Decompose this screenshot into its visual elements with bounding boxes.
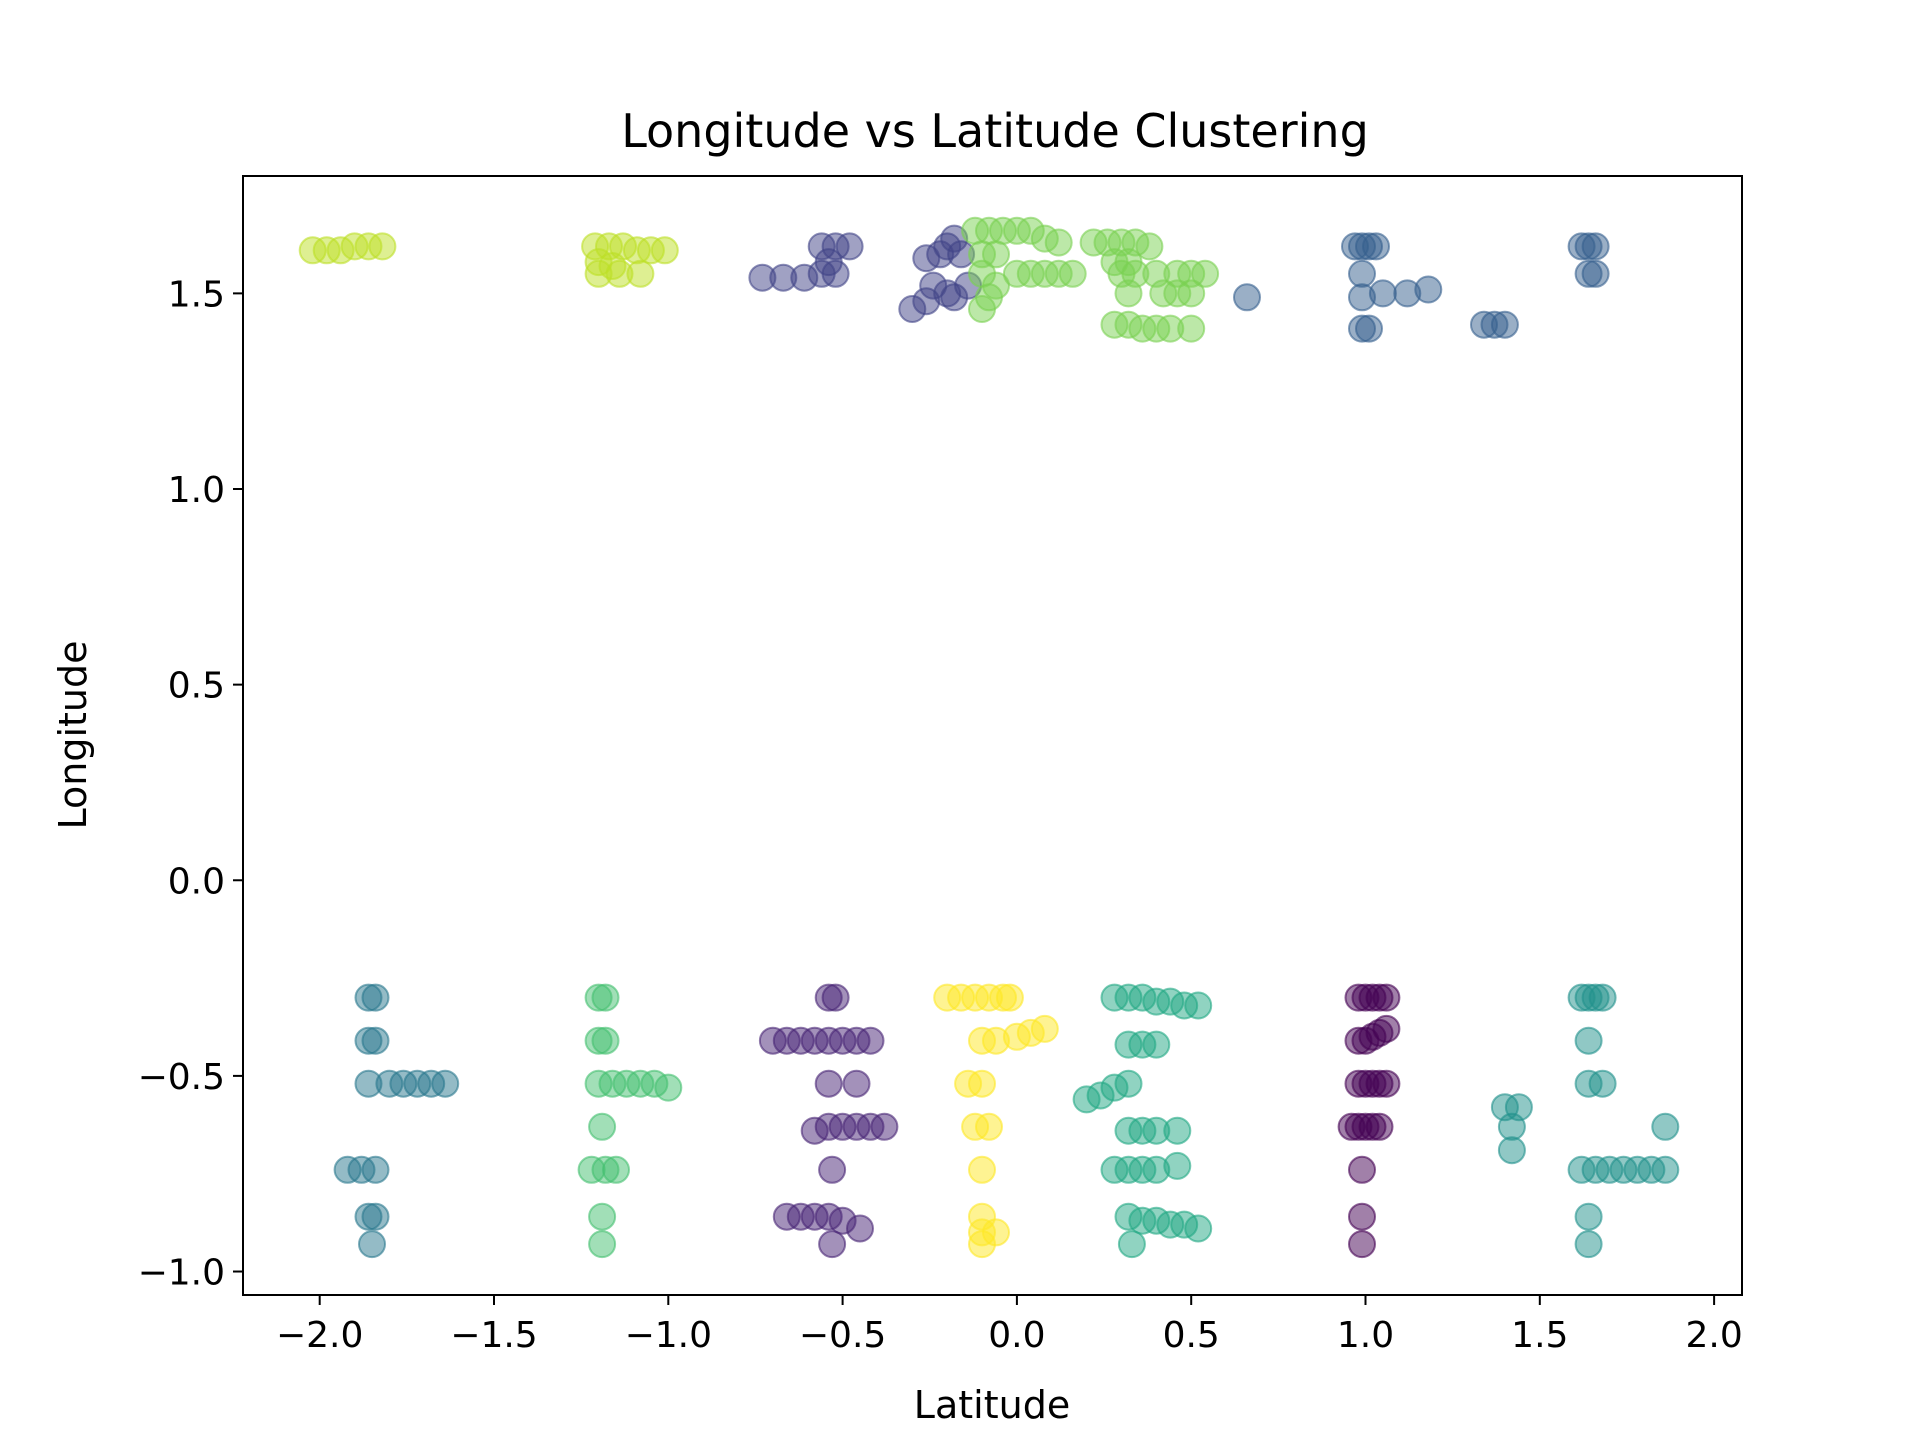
scatter-point — [1030, 1014, 1059, 1043]
scatter-point — [968, 1230, 996, 1259]
x-tick-label: 2.0 — [1685, 1315, 1742, 1356]
scatter-point — [1355, 314, 1383, 343]
y-tick-label: 0.5 — [168, 666, 225, 707]
scatter-point — [654, 1073, 683, 1102]
scatter-point — [1177, 314, 1206, 343]
scatter-point — [368, 232, 397, 261]
scatter-point — [1581, 232, 1610, 261]
scatter-point — [1588, 1069, 1617, 1098]
x-tick-label: 1.0 — [1337, 1315, 1394, 1356]
x-tick-label: −1.0 — [625, 1315, 712, 1356]
scatter-point — [835, 232, 864, 261]
scatter-point — [1651, 1155, 1680, 1184]
y-axis-ticks: −1.0 −0.5 0.0 0.5 1.0 1.5 — [138, 274, 243, 1294]
scatter-point — [1191, 259, 1220, 288]
x-tick-label: −0.5 — [799, 1315, 886, 1356]
scatter-point — [1135, 232, 1164, 261]
scatter-point — [650, 236, 679, 265]
scatter-point — [1574, 1230, 1603, 1259]
scatter-point — [870, 1112, 899, 1141]
x-tick-label: 0.0 — [988, 1315, 1045, 1356]
scatter-point — [1497, 1136, 1526, 1165]
x-tick-label: 1.5 — [1511, 1315, 1568, 1356]
x-tick-label: −1.5 — [450, 1315, 537, 1356]
scatter-point — [814, 1069, 843, 1098]
scatter-point — [358, 1230, 386, 1259]
scatter-point — [1372, 983, 1401, 1012]
scatter-point — [591, 1026, 620, 1055]
scatter-point — [1574, 1202, 1603, 1231]
x-axis-label: Latitude — [914, 1383, 1070, 1427]
scatter-point — [814, 248, 843, 277]
scatter-point — [591, 983, 620, 1012]
scatter-point — [1348, 1202, 1376, 1231]
points-layer — [298, 216, 1680, 1259]
scatter-point — [588, 1202, 617, 1231]
scatter-point — [1114, 279, 1143, 308]
scatter-point — [1372, 1069, 1401, 1098]
scatter-point — [361, 983, 390, 1012]
scatter-point — [898, 295, 927, 323]
scatter-point — [1184, 1214, 1213, 1243]
chart-title: Longitude vs Latitude Clustering — [621, 104, 1369, 158]
scatter-point — [1588, 983, 1617, 1012]
scatter-point — [821, 983, 850, 1012]
x-tick-label: −2.0 — [276, 1315, 363, 1356]
scatter-point — [846, 1214, 874, 1243]
scatter-point — [856, 1026, 885, 1055]
scatter-point — [995, 983, 1024, 1012]
scatter-point — [968, 295, 996, 323]
scatter-point — [975, 1112, 1003, 1141]
scatter-point — [1414, 275, 1443, 304]
scatter-point — [1142, 1030, 1171, 1059]
y-tick-label: 1.0 — [168, 470, 225, 511]
scatter-point — [431, 1069, 460, 1098]
scatter-point — [361, 1026, 390, 1055]
y-tick-label: 1.5 — [168, 274, 225, 315]
scatter-point — [1362, 232, 1390, 261]
scatter-point — [982, 240, 1010, 269]
scatter-point — [1368, 279, 1397, 308]
y-tick-label: 0.0 — [168, 861, 225, 902]
scatter-point — [818, 1155, 847, 1184]
scatter-point — [1490, 310, 1519, 339]
scatter-point — [968, 1155, 996, 1184]
scatter-point — [1348, 259, 1376, 288]
scatter-point — [1044, 228, 1073, 257]
scatter-point — [1348, 1230, 1376, 1259]
scatter-point — [1651, 1112, 1680, 1141]
scatter-point — [1233, 283, 1261, 312]
scatter-point — [1497, 1112, 1526, 1141]
scatter-point — [1163, 1116, 1192, 1145]
y-tick-label: −1.0 — [138, 1253, 225, 1294]
scatter-point — [626, 259, 655, 288]
scatter-point — [1574, 1026, 1603, 1055]
scatter-point — [361, 1155, 390, 1184]
scatter-point — [361, 1202, 390, 1231]
scatter-point — [1117, 1230, 1146, 1259]
scatter-point — [968, 1069, 996, 1098]
scatter-point — [1184, 991, 1213, 1020]
scatter-point — [1177, 279, 1206, 308]
y-tick-label: −0.5 — [138, 1057, 225, 1098]
scatter-point — [1058, 259, 1087, 288]
y-axis-label: Longitude — [51, 641, 95, 830]
scatter-point — [1372, 1014, 1401, 1043]
scatter-point — [588, 1112, 617, 1141]
scatter-point — [1114, 1069, 1143, 1098]
plot-frame — [242, 175, 1743, 1296]
scatter-point — [818, 1230, 847, 1259]
x-axis-ticks: −2.0 −1.5 −1.0 −0.5 0.0 0.5 1.0 1.5 2.0 — [276, 1295, 1743, 1356]
scatter-point — [588, 1230, 617, 1259]
scatter-point — [602, 1155, 630, 1184]
scatter-point — [1163, 1151, 1192, 1180]
scatter-point — [1348, 1155, 1376, 1184]
x-tick-label: 0.5 — [1163, 1315, 1220, 1356]
scatter-point — [1365, 1112, 1394, 1141]
scatter-point — [1581, 259, 1610, 288]
scatter-point — [842, 1069, 871, 1098]
